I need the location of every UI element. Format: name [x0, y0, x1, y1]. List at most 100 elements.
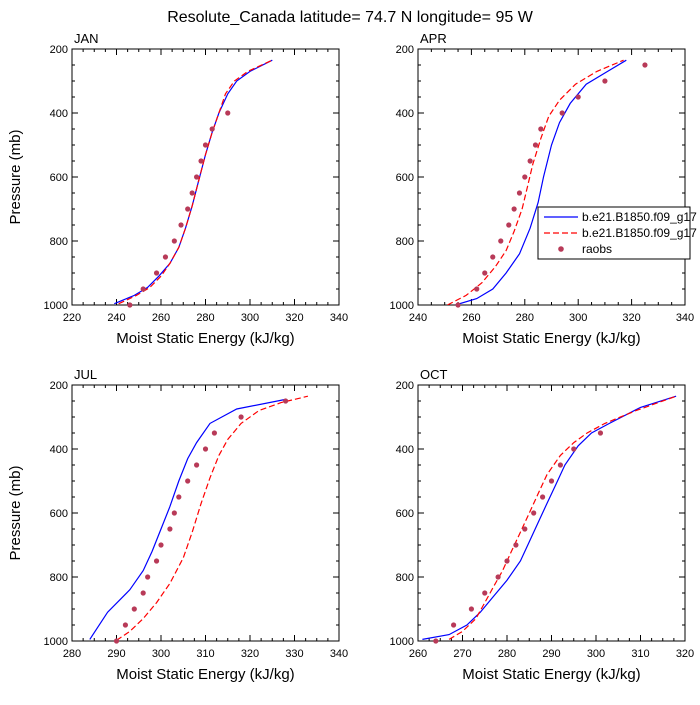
panel-jan: 220 240 260 280 300 320 340 200 400 600 800 1000 JAN…	[7, 31, 348, 347]
x-tick-label: 240	[107, 312, 125, 324]
y-tick-label: 1000	[390, 636, 414, 648]
figure-title: Resolute_Canada latitude= 74.7 N longitu…	[167, 9, 533, 26]
x-tick-label: 280	[63, 648, 81, 660]
raobs-point	[113, 638, 120, 644]
x-tick-label: 290	[542, 648, 560, 660]
data-area	[422, 395, 677, 640]
y-tick-label: 1000	[44, 636, 68, 648]
data-area	[114, 59, 273, 305]
model2-line	[447, 59, 624, 305]
x-tick-label: 220	[63, 312, 81, 324]
x-tick-label: 260	[409, 648, 427, 660]
x-tick-label: 260	[462, 312, 480, 324]
y-tick-label: 200	[50, 44, 68, 56]
raobs-point	[189, 190, 195, 196]
panel-label: JAN	[74, 31, 99, 46]
raobs-point	[185, 206, 191, 212]
raobs-point	[532, 142, 539, 148]
model1-line	[455, 59, 627, 305]
panel-label: APR	[420, 31, 447, 46]
y-tick-label: 400	[396, 108, 414, 120]
y-tick-label: 200	[396, 44, 414, 56]
x-tick-label: 330	[285, 648, 303, 660]
raobs-point	[495, 574, 501, 580]
y-tick-label: 800	[50, 236, 68, 248]
x-tick-label: 260	[152, 312, 170, 324]
x-axis-label: Moist Static Energy (kJ/kg)	[462, 666, 640, 683]
raobs-point	[171, 238, 177, 244]
raobs-point	[140, 286, 146, 292]
raobs-point	[571, 446, 577, 452]
raobs-point	[131, 606, 137, 612]
x-tick-label: 240	[409, 312, 427, 324]
raobs-point	[176, 494, 182, 500]
raobs-point	[202, 142, 209, 148]
x-tick-label: 340	[330, 648, 348, 660]
data-area	[89, 395, 309, 641]
raobs-point	[211, 430, 217, 436]
y-tick-label: 800	[396, 236, 414, 248]
x-tick-label: 290	[107, 648, 125, 660]
y-tick-label: 600	[50, 508, 68, 520]
raobs-point	[455, 302, 461, 308]
x-tick-label: 300	[241, 312, 259, 324]
raobs-point	[225, 110, 231, 116]
raobs-point	[559, 110, 565, 116]
raobs-point	[498, 238, 504, 244]
raobs-point	[198, 158, 204, 164]
raobs-point	[127, 302, 133, 308]
model2-line	[118, 59, 273, 305]
legend: b.e21.B1850.f09_g17 b.e21.B1850.f09_g17ra…	[537, 206, 697, 260]
x-tick-label: 300	[152, 648, 170, 660]
raobs-point	[557, 462, 564, 468]
model2-line	[116, 395, 309, 641]
raobs-point	[522, 174, 528, 180]
y-tick-label: 600	[396, 508, 414, 520]
raobs-point	[122, 622, 128, 628]
x-tick-label: 300	[587, 648, 605, 660]
raobs-point	[238, 414, 244, 420]
raobs-point	[527, 158, 533, 164]
raobs-point	[283, 398, 289, 404]
y-tick-label: 200	[50, 380, 68, 392]
panel-label: JUL	[74, 367, 97, 382]
model1-line	[422, 395, 677, 640]
x-tick-label: 340	[330, 312, 348, 324]
raobs-point	[482, 270, 488, 276]
x-tick-label: 320	[676, 648, 694, 660]
raobs-point	[490, 254, 496, 260]
raobs-point	[540, 494, 546, 500]
model1-line	[114, 59, 273, 305]
raobs-point	[162, 254, 169, 260]
raobs-point	[504, 558, 510, 564]
raobs-point	[171, 510, 177, 516]
raobs-point	[575, 94, 581, 100]
raobs-point	[167, 526, 173, 532]
raobs-point	[474, 286, 480, 292]
y-tick-label: 600	[50, 172, 68, 184]
raobs-point	[194, 462, 200, 468]
x-tick-label: 320	[241, 648, 259, 660]
raobs-point	[602, 78, 608, 84]
x-tick-label: 280	[196, 312, 214, 324]
raobs-point	[468, 606, 474, 612]
raobs-point	[194, 174, 200, 180]
x-tick-label: 320	[622, 312, 640, 324]
raobs-point	[597, 430, 604, 436]
legend-marker	[558, 246, 564, 252]
raobs-point	[153, 270, 160, 276]
y-tick-label: 200	[396, 380, 414, 392]
raobs-point	[153, 558, 160, 564]
raobs-point	[433, 638, 439, 644]
y-tick-label: 800	[396, 572, 414, 584]
y-tick-label: 1000	[44, 300, 68, 312]
panel-jul: 280 290 300 310 320 330 340 200 400 600 800 1000 JUL…	[7, 367, 348, 683]
x-tick-label: 270	[453, 648, 471, 660]
raobs-point	[506, 222, 512, 228]
x-tick-label: 340	[676, 312, 694, 324]
y-tick-label: 1000	[390, 300, 414, 312]
y-axis-label: Pressure (mb)	[7, 465, 24, 560]
panel-apr: 240 260 280 300 320 340 200 400 600 800 1000 APR Moi…	[390, 31, 695, 347]
